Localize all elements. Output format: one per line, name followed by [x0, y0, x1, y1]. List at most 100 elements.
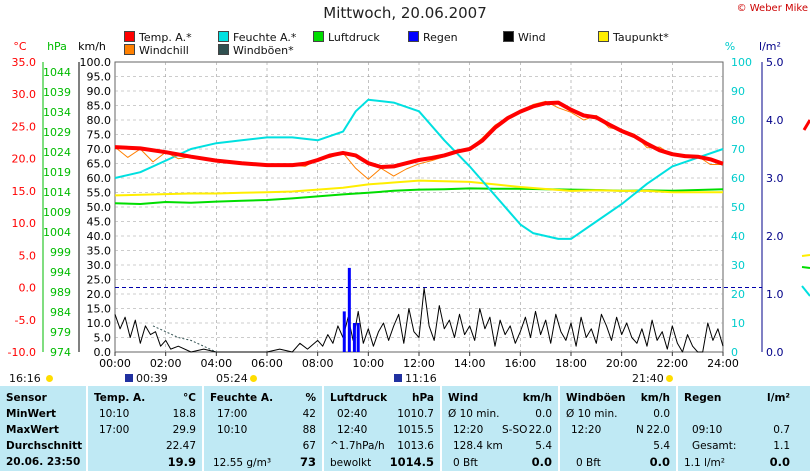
event-moonset: 11:16 — [393, 372, 437, 385]
temp-tick-label: 5.0 — [19, 249, 37, 262]
chart-title: Mittwoch, 20.06.2007 — [323, 4, 487, 22]
x-tick-label: 04:00 — [200, 357, 232, 370]
right-edge-temp-stub — [802, 119, 810, 131]
humidity-tick-label: 70 — [731, 143, 745, 156]
wind-tick-label: 35.0 — [87, 245, 112, 258]
pressure-tick-label: 1004 — [43, 226, 71, 239]
temp-current: 19.9 — [167, 455, 196, 469]
row-label-max: MaxWert — [6, 424, 59, 436]
legend-swatch-rain — [408, 31, 419, 42]
wind-tick-label: 15.0 — [87, 303, 112, 316]
x-tick-label: 00:00 — [99, 357, 131, 370]
wind-avg10: 0.0 — [535, 408, 552, 420]
x-tick-label: 10:00 — [352, 357, 384, 370]
event-sunrise: 05:24 — [216, 372, 257, 385]
humidity-header: Feuchte A. — [210, 392, 274, 404]
legend-swatch-gusts — [218, 44, 229, 55]
wind-tick-label: 90.0 — [87, 85, 112, 98]
event-sunrise-label: 05:24 — [216, 372, 248, 385]
pressure-tick-label: 1009 — [43, 206, 71, 219]
wind-tick-label: 25.0 — [87, 274, 112, 287]
moon-icon — [124, 373, 134, 383]
wind-unit: km/h — [522, 392, 552, 404]
rain-day-total: 1.1 l/m² — [684, 457, 725, 469]
pressure-current: 1014.5 — [389, 455, 434, 469]
wind-tick-label: 20.0 — [87, 288, 112, 301]
pressure-tick-label: 994 — [50, 266, 71, 279]
event-moonrise: 00:39 — [124, 372, 168, 385]
legend-item-wind: Wind — [503, 31, 546, 44]
x-tick-label: 02:00 — [150, 357, 182, 370]
rain-unit: l/m² — [767, 392, 790, 404]
rain-bar — [352, 323, 356, 352]
humidity-current: 73 — [299, 455, 316, 469]
gusts-header: Windböen — [566, 392, 626, 404]
rain-tick-label: 5.0 — [766, 56, 784, 69]
temp-min-time: 10:10 — [99, 408, 130, 420]
rain-tick-label: 3.0 — [766, 172, 784, 185]
pressure-min-time: 02:40 — [337, 408, 368, 420]
wind-tick-label: 5.0 — [94, 332, 112, 345]
x-tick-label: 08:00 — [302, 357, 334, 370]
x-tick-label: 12:00 — [403, 357, 435, 370]
temp-tick-label: 25.0 — [12, 120, 37, 133]
gusts-column: Windböen km/h Ø 10 min. 0.0 12:20 N 22.0… — [560, 386, 678, 471]
temp-min: 18.8 — [172, 408, 196, 420]
rain-max: 0.7 — [773, 424, 790, 436]
x-tick-label: 20:00 — [606, 357, 638, 370]
wind-tick-label: 0.0 — [94, 346, 112, 359]
wind-tick-label: 55.0 — [87, 187, 112, 200]
rain-tick-label: 0.0 — [766, 346, 784, 359]
x-tick-label: 24:00 — [707, 357, 739, 370]
pressure-avg: 1013.6 — [397, 440, 434, 452]
wind-tick-label: 95.0 — [87, 71, 112, 84]
pressure-column: Luftdruck hPa 02:40 1010.7 12:40 1015.5 … — [324, 386, 442, 471]
wind-tick-label: 50.0 — [87, 201, 112, 214]
wind-tick-label: 80.0 — [87, 114, 112, 127]
legend-swatch-humidity — [218, 31, 229, 42]
legend-swatch-windchill — [124, 44, 135, 55]
wind-max-time: 12:20 — [453, 424, 484, 436]
temp-avg: 22.47 — [165, 440, 196, 452]
wind-tick-label: 60.0 — [87, 172, 112, 185]
legend-item-windchill: Windchill — [124, 44, 189, 57]
legend-swatch-temp — [124, 31, 135, 42]
humidity-unit: % — [305, 392, 316, 404]
pressure-max-time: 12:40 — [337, 424, 368, 436]
sun-icon — [249, 375, 257, 382]
humidity-tick-label: 10 — [731, 317, 745, 330]
event-left-time-label: 16:16 — [9, 372, 41, 385]
rain-total-label: Gesamt: — [692, 440, 737, 452]
legend-swatch-pressure — [313, 31, 324, 42]
x-tick-label: 14:00 — [454, 357, 486, 370]
humidity-tick-label: 20 — [731, 288, 745, 301]
rain-max-time: 09:10 — [692, 424, 723, 436]
series-line-windb-en — [152, 325, 217, 353]
event-moonset-label: 11:16 — [405, 372, 437, 385]
x-tick-label: 22:00 — [656, 357, 688, 370]
gusts-avg10-label: Ø 10 min. — [566, 408, 618, 420]
series-line-feuchte-a — [114, 98, 724, 240]
gusts-current: 0.0 — [649, 455, 670, 469]
gusts-unit: km/h — [640, 392, 670, 404]
wind-tick-label: 100.0 — [80, 56, 112, 69]
gusts-max-time: 12:20 — [571, 424, 602, 436]
legend-label-humidity: Feuchte A.* — [233, 31, 297, 44]
wind-tick-label: 70.0 — [87, 143, 112, 156]
temp-unit: °C — [183, 392, 196, 404]
temp-max-time: 17:00 — [99, 424, 130, 436]
wind-avg: 5.4 — [535, 440, 552, 452]
wind-tick-label: 30.0 — [87, 259, 112, 272]
pressure-tick-label: 1029 — [43, 126, 71, 139]
temp-tick-label: 0.0 — [19, 282, 37, 295]
humidity-tick-label: 100 — [731, 56, 752, 69]
x-tick-label: 06:00 — [251, 357, 283, 370]
legend-item-pressure: Luftdruck — [313, 31, 380, 44]
temp-tick-label: 10.0 — [12, 217, 37, 230]
humidity-axis-unit: % — [725, 40, 735, 53]
pressure-trend: ^1.7hPa/h — [330, 440, 385, 452]
humidity-min: 42 — [302, 408, 316, 420]
rain-column: Regen l/m² 09:10 0.7 Gesamt: 1.1 1.1 l/m… — [678, 386, 796, 471]
event-moonrise-label: 00:39 — [136, 372, 168, 385]
pressure-tick-label: 989 — [50, 286, 71, 299]
